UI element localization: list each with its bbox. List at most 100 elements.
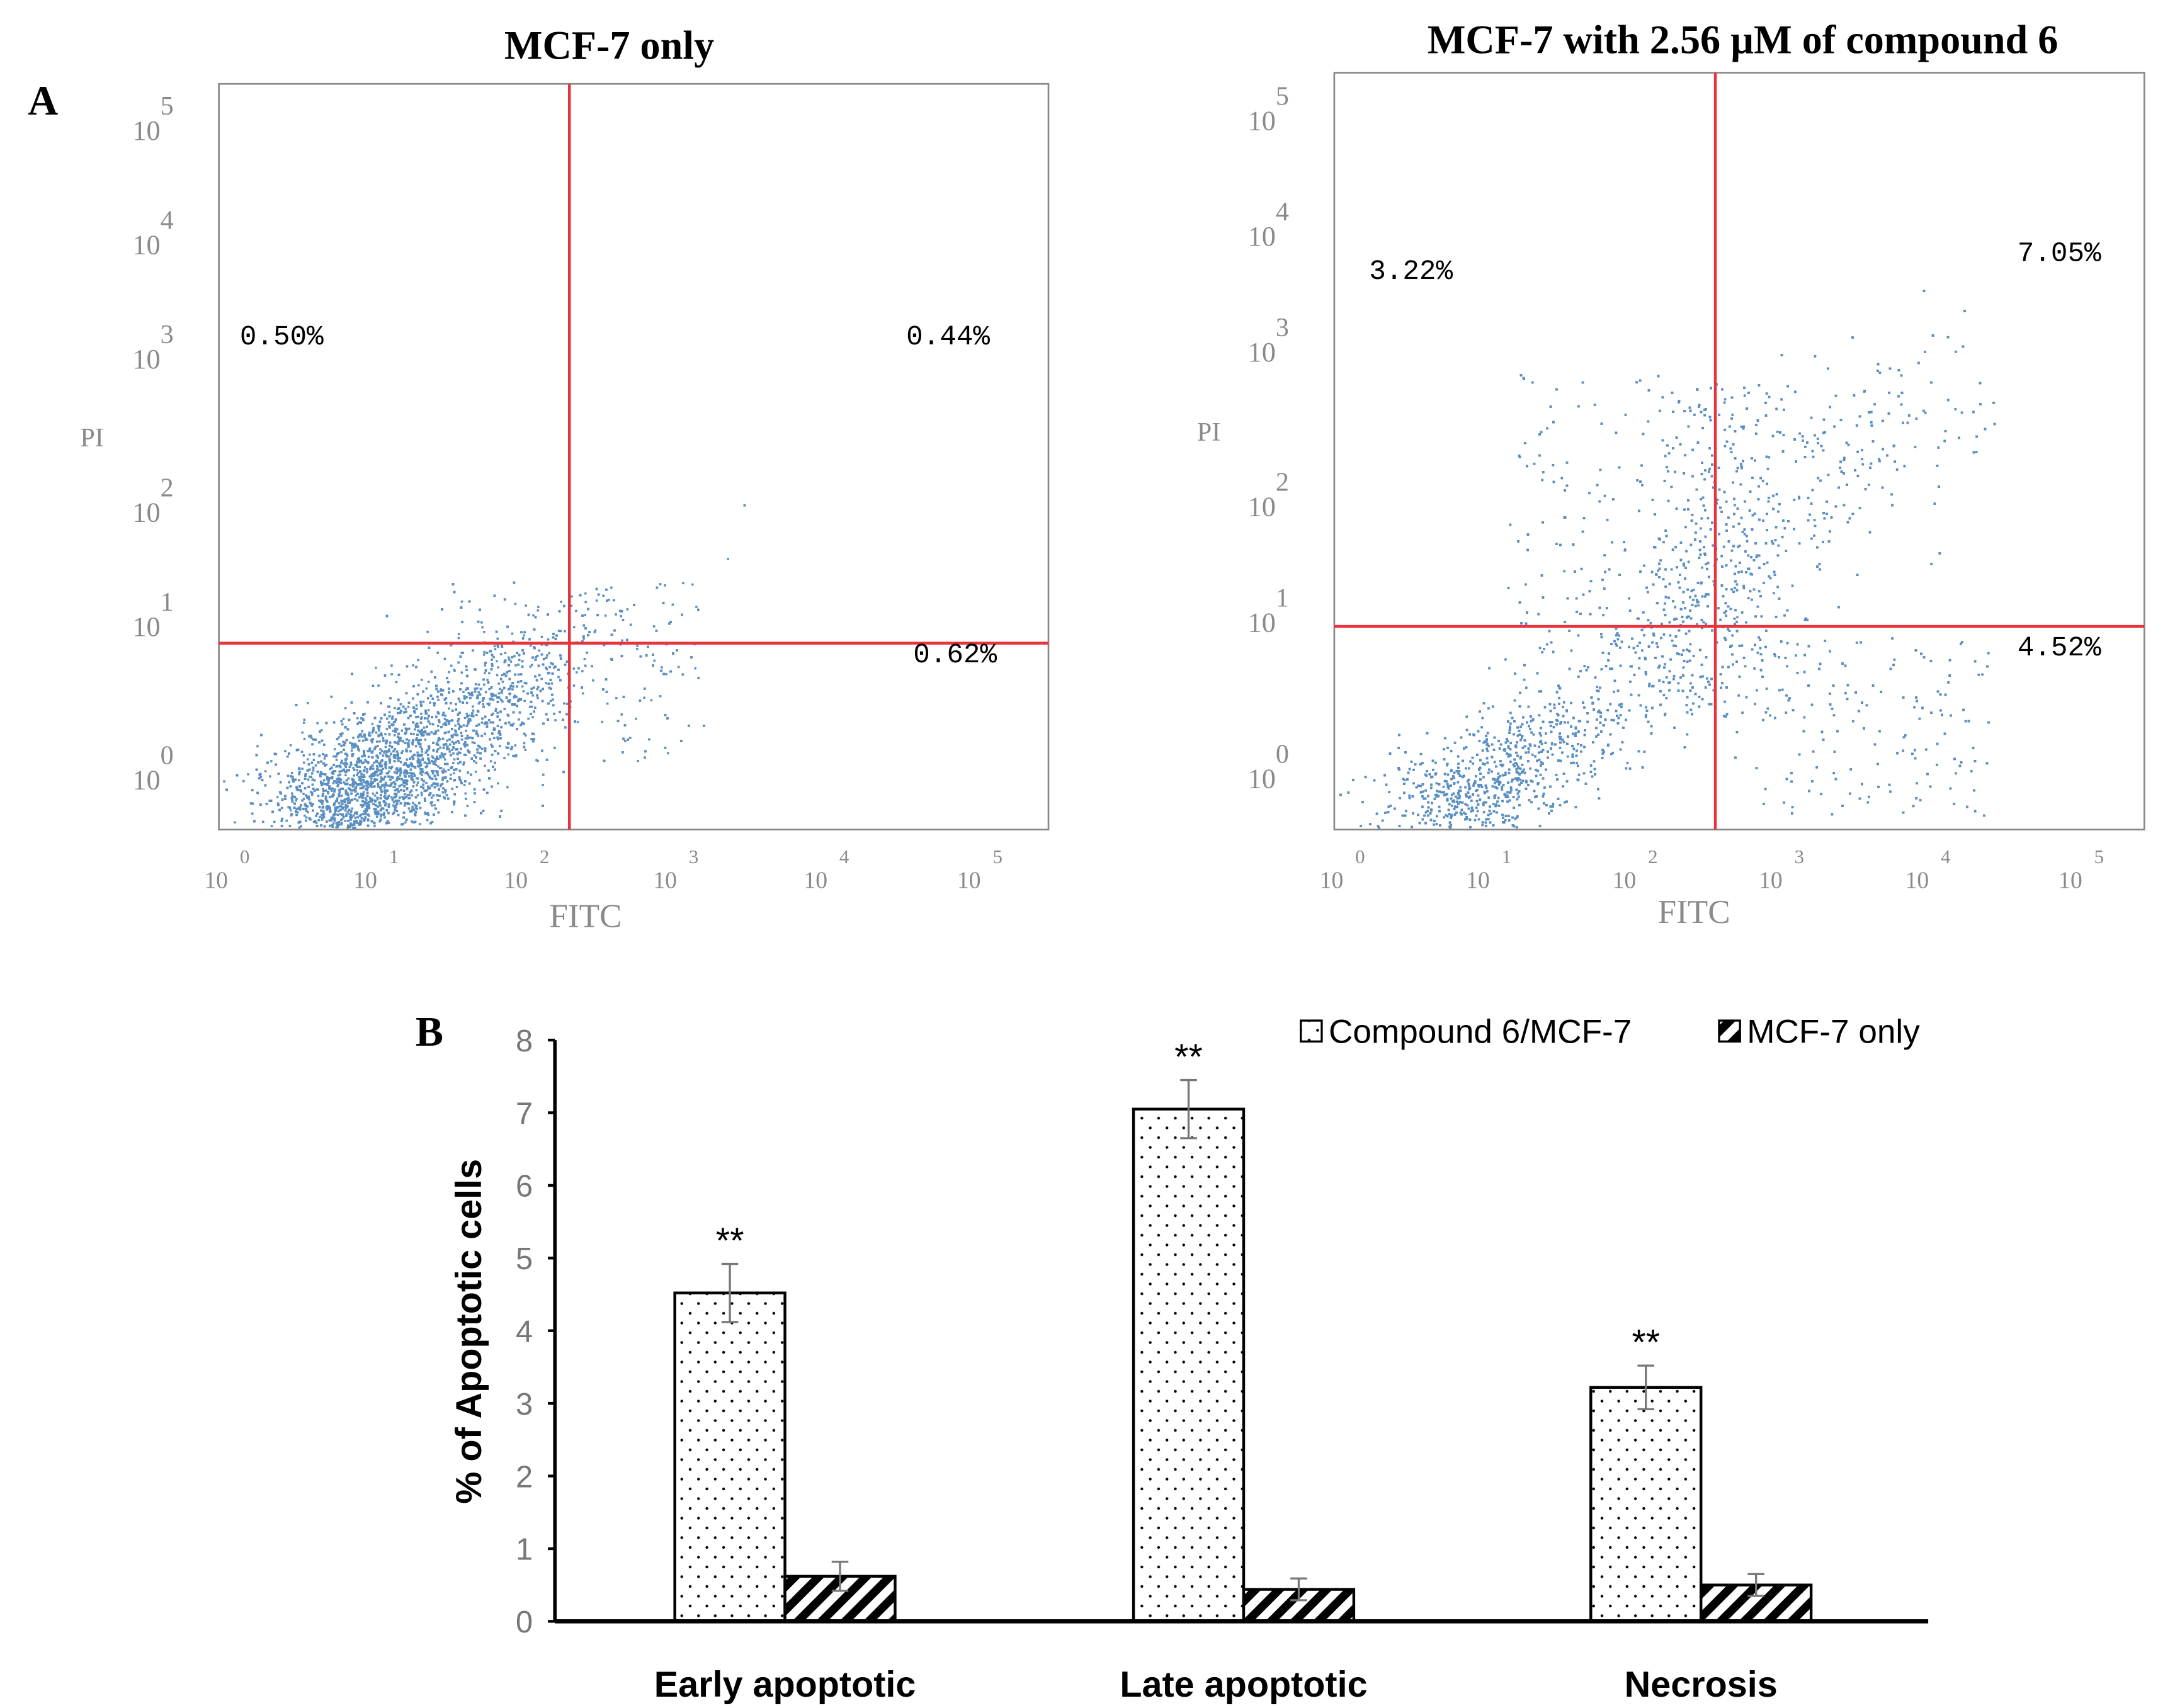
- event-dot: [507, 715, 510, 717]
- event-dot: [405, 729, 408, 732]
- event-dot: [312, 759, 315, 762]
- event-dot: [536, 688, 539, 691]
- event-dot: [380, 734, 383, 737]
- event-dot: [371, 798, 373, 801]
- event-dot: [487, 718, 491, 721]
- event-dot: [512, 640, 515, 643]
- event-dot: [375, 666, 377, 669]
- event-dot: [452, 752, 455, 755]
- event-dot: [477, 702, 480, 705]
- event-dot: [392, 801, 395, 804]
- event-dot: [659, 695, 662, 698]
- event-dot: [273, 820, 276, 823]
- event-dot: [496, 725, 499, 728]
- event-dot: [322, 816, 326, 818]
- event-dot: [469, 736, 472, 739]
- event-dot: [306, 796, 309, 800]
- event-dot: [397, 755, 399, 757]
- event-dot: [443, 732, 446, 735]
- event-dot: [378, 729, 380, 732]
- event-dot: [376, 764, 378, 767]
- event-dot: [395, 810, 399, 813]
- event-dot: [332, 793, 335, 796]
- event-dot: [489, 721, 492, 724]
- event-dot: [303, 718, 306, 721]
- event-dot: [435, 743, 438, 746]
- event-dot: [351, 744, 353, 747]
- event-dot: [319, 771, 322, 774]
- event-dot: [306, 758, 309, 761]
- event-dot: [548, 652, 550, 655]
- event-dot: [540, 635, 543, 638]
- event-dot: [414, 723, 417, 727]
- event-dot: [375, 731, 378, 734]
- event-dot: [341, 759, 343, 762]
- plot-title: MCF-7 only: [504, 23, 714, 67]
- event-dot: [465, 696, 468, 699]
- event-dot: [438, 721, 441, 723]
- event-dot: [443, 657, 446, 660]
- event-dot: [407, 807, 411, 810]
- event-dot: [496, 696, 499, 699]
- event-dot: [397, 800, 400, 802]
- event-dot: [443, 758, 446, 761]
- event-dot: [521, 685, 524, 688]
- event-dot: [583, 657, 586, 660]
- event-dot: [615, 613, 617, 616]
- event-dot: [343, 799, 346, 801]
- event-dot: [492, 655, 495, 659]
- event-dot: [470, 715, 474, 718]
- event-dot: [460, 738, 463, 741]
- event-dot: [546, 654, 548, 657]
- event-dot: [460, 671, 463, 674]
- event-dot: [363, 810, 366, 813]
- event-dot: [336, 797, 339, 800]
- event-dot: [441, 737, 445, 740]
- event-dot: [411, 772, 414, 775]
- event-dot: [322, 811, 325, 814]
- event-dot: [437, 729, 440, 732]
- plot-frame: [218, 82, 1050, 831]
- event-dot: [309, 818, 312, 821]
- event-dot: [424, 738, 427, 741]
- event-dot: [383, 795, 385, 798]
- event-dot: [424, 730, 427, 733]
- event-dot: [412, 772, 415, 775]
- event-dot: [366, 750, 369, 752]
- event-dot: [339, 818, 343, 822]
- event-dot: [501, 681, 504, 683]
- event-dot: [399, 767, 402, 770]
- event-dot: [355, 822, 358, 824]
- event-dot: [336, 813, 339, 817]
- event-dot: [242, 779, 245, 783]
- event-dot: [427, 813, 430, 817]
- event-dot: [495, 708, 497, 711]
- event-dot: [473, 742, 476, 745]
- event-dot: [384, 781, 387, 784]
- event-dot: [458, 769, 461, 772]
- event-dot: [378, 740, 381, 743]
- event-dot: [530, 705, 533, 708]
- event-dot: [395, 779, 398, 782]
- event-dot: [349, 761, 353, 764]
- event-dot: [324, 783, 327, 786]
- event-dot: [337, 774, 340, 777]
- event-dot: [540, 677, 543, 681]
- event-dot: [682, 582, 684, 585]
- event-dot: [584, 601, 587, 604]
- event-dot: [370, 778, 373, 780]
- event-dot: [491, 693, 494, 696]
- event-dot: [390, 767, 393, 770]
- event-dot: [368, 750, 371, 752]
- event-dot: [420, 679, 423, 681]
- event-dot: [480, 747, 484, 750]
- event-dot: [373, 794, 377, 797]
- event-dot: [251, 812, 254, 815]
- event-dot: [552, 666, 555, 669]
- event-dot: [570, 604, 573, 607]
- event-dot: [270, 760, 273, 762]
- event-dot: [653, 659, 656, 662]
- event-dot: [383, 794, 387, 797]
- event-dot: [482, 703, 484, 706]
- event-dot: [234, 821, 236, 824]
